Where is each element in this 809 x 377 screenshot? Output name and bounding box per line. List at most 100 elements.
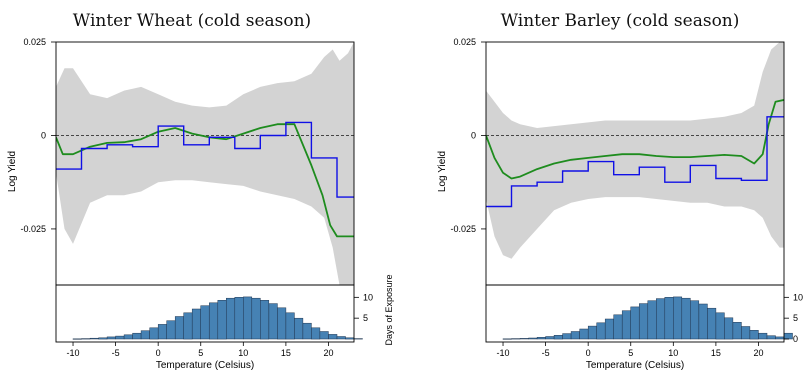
histogram-bar: [536, 337, 546, 340]
histogram-bar: [328, 334, 338, 340]
histogram-bar: [353, 338, 363, 340]
histogram-bar: [174, 316, 184, 340]
histogram-tick-label: 5: [363, 313, 368, 323]
x-tick-label: 10: [668, 348, 678, 358]
y-tick-label: 0: [471, 130, 476, 140]
x-tick-label: -10: [497, 348, 510, 358]
histogram-bar: [502, 338, 512, 340]
histogram-bar: [149, 327, 159, 340]
histogram-frame: [485, 284, 785, 343]
histogram-bar: [775, 336, 785, 340]
histogram-bar: [294, 317, 304, 340]
histogram-bar: [81, 338, 91, 340]
histogram-bar: [132, 332, 142, 340]
histogram-bar: [251, 297, 261, 340]
histogram-bar: [260, 300, 270, 340]
x-axis-label: Temperature (Celsius): [156, 360, 254, 371]
histogram-bar: [647, 300, 657, 340]
histogram-bar: [140, 330, 150, 340]
histogram-bar: [698, 303, 708, 340]
x-tick-label: 10: [238, 348, 248, 358]
x-tick-label: -5: [542, 348, 550, 358]
histogram-bar: [630, 306, 640, 340]
histogram-bar: [613, 314, 623, 340]
histogram-bar: [621, 310, 631, 340]
histogram-bar: [587, 325, 597, 340]
confidence-band: [486, 42, 784, 259]
histogram-tick-label: 5: [793, 313, 798, 323]
y-axis-label: Log Yield: [7, 151, 18, 192]
histogram-bar: [690, 300, 700, 340]
histogram-bar: [345, 337, 355, 340]
histogram-bar: [157, 324, 167, 340]
histogram-bar: [519, 338, 529, 340]
y-axis-label: Log Yield: [437, 151, 448, 192]
histogram-bar: [311, 327, 321, 340]
histogram-bar: [72, 338, 82, 340]
y-tick-label: 0.025: [23, 37, 46, 47]
histogram-frame: [55, 284, 355, 343]
y-tick-label: -0.025: [450, 224, 476, 234]
x-tick-label: -10: [67, 348, 80, 358]
histogram-bar: [724, 317, 734, 340]
histogram-bar: [783, 332, 793, 340]
histogram-tick-label: 0: [793, 334, 798, 344]
chart-panel-1: Winter Wheat (cold season) 0.025 0 -0.025 Lo…: [7, 11, 394, 371]
histogram-bar: [217, 300, 227, 340]
histogram-bar: [766, 335, 776, 340]
x-tick-label: -5: [112, 348, 120, 358]
histogram-bar: [758, 332, 768, 340]
step-series-line: [56, 121, 354, 198]
histogram-bar: [200, 305, 210, 340]
y-tick-label: 0: [41, 130, 46, 140]
step-series-line: [486, 116, 784, 208]
histogram-bar: [545, 336, 555, 340]
histogram-axis-label: Days of Exposure: [384, 274, 394, 345]
histogram-bar: [277, 307, 287, 340]
histogram-bar: [302, 322, 312, 340]
histogram-bar: [226, 297, 236, 340]
histogram-bar: [319, 331, 329, 340]
x-tick-label: 0: [586, 348, 591, 358]
confidence-band: [56, 42, 354, 285]
histogram-bar: [715, 312, 725, 340]
histogram-bar: [106, 336, 116, 340]
histogram-bar: [562, 333, 572, 340]
histogram-bar: [749, 330, 759, 340]
histogram-bar: [732, 322, 742, 340]
x-tick-label: 5: [198, 348, 203, 358]
x-tick-label: 20: [323, 348, 333, 358]
x-tick-label: 15: [711, 348, 721, 358]
x-tick-label: 15: [281, 348, 291, 358]
histogram-bar: [285, 312, 295, 340]
histogram-bar: [604, 318, 614, 340]
x-axis-label: Temperature (Celsius): [586, 360, 684, 371]
y-tick-label: 0.025: [453, 37, 476, 47]
histogram-bar: [511, 338, 521, 340]
chart-title: Winter Barley (cold season): [501, 11, 740, 31]
histogram-bar: [166, 320, 176, 340]
x-tick-label: 0: [156, 348, 161, 358]
histogram-bar: [553, 335, 563, 340]
histogram-bar: [336, 336, 346, 340]
x-tick-label: 20: [753, 348, 763, 358]
histogram-bar: [570, 331, 580, 340]
histogram-bar: [673, 296, 683, 340]
histogram-bar: [123, 334, 133, 340]
chart-panel-2: Winter Barley (cold season) 0.025 0 -0.025 L…: [437, 11, 803, 371]
histogram-bar: [89, 337, 99, 340]
histogram-bar: [243, 296, 253, 340]
x-tick-label: 5: [628, 348, 633, 358]
histogram-bar: [183, 312, 193, 340]
histogram-bar: [664, 297, 674, 340]
histogram-bar: [234, 297, 244, 340]
histogram-bar: [707, 307, 717, 340]
histogram-bar: [681, 297, 691, 340]
histogram-bar: [741, 326, 751, 340]
histogram-bar: [579, 328, 589, 340]
histogram-bar: [209, 302, 219, 340]
chart-title: Winter Wheat (cold season): [73, 11, 311, 31]
histogram-bar: [656, 298, 666, 340]
histogram-bar: [115, 335, 125, 340]
